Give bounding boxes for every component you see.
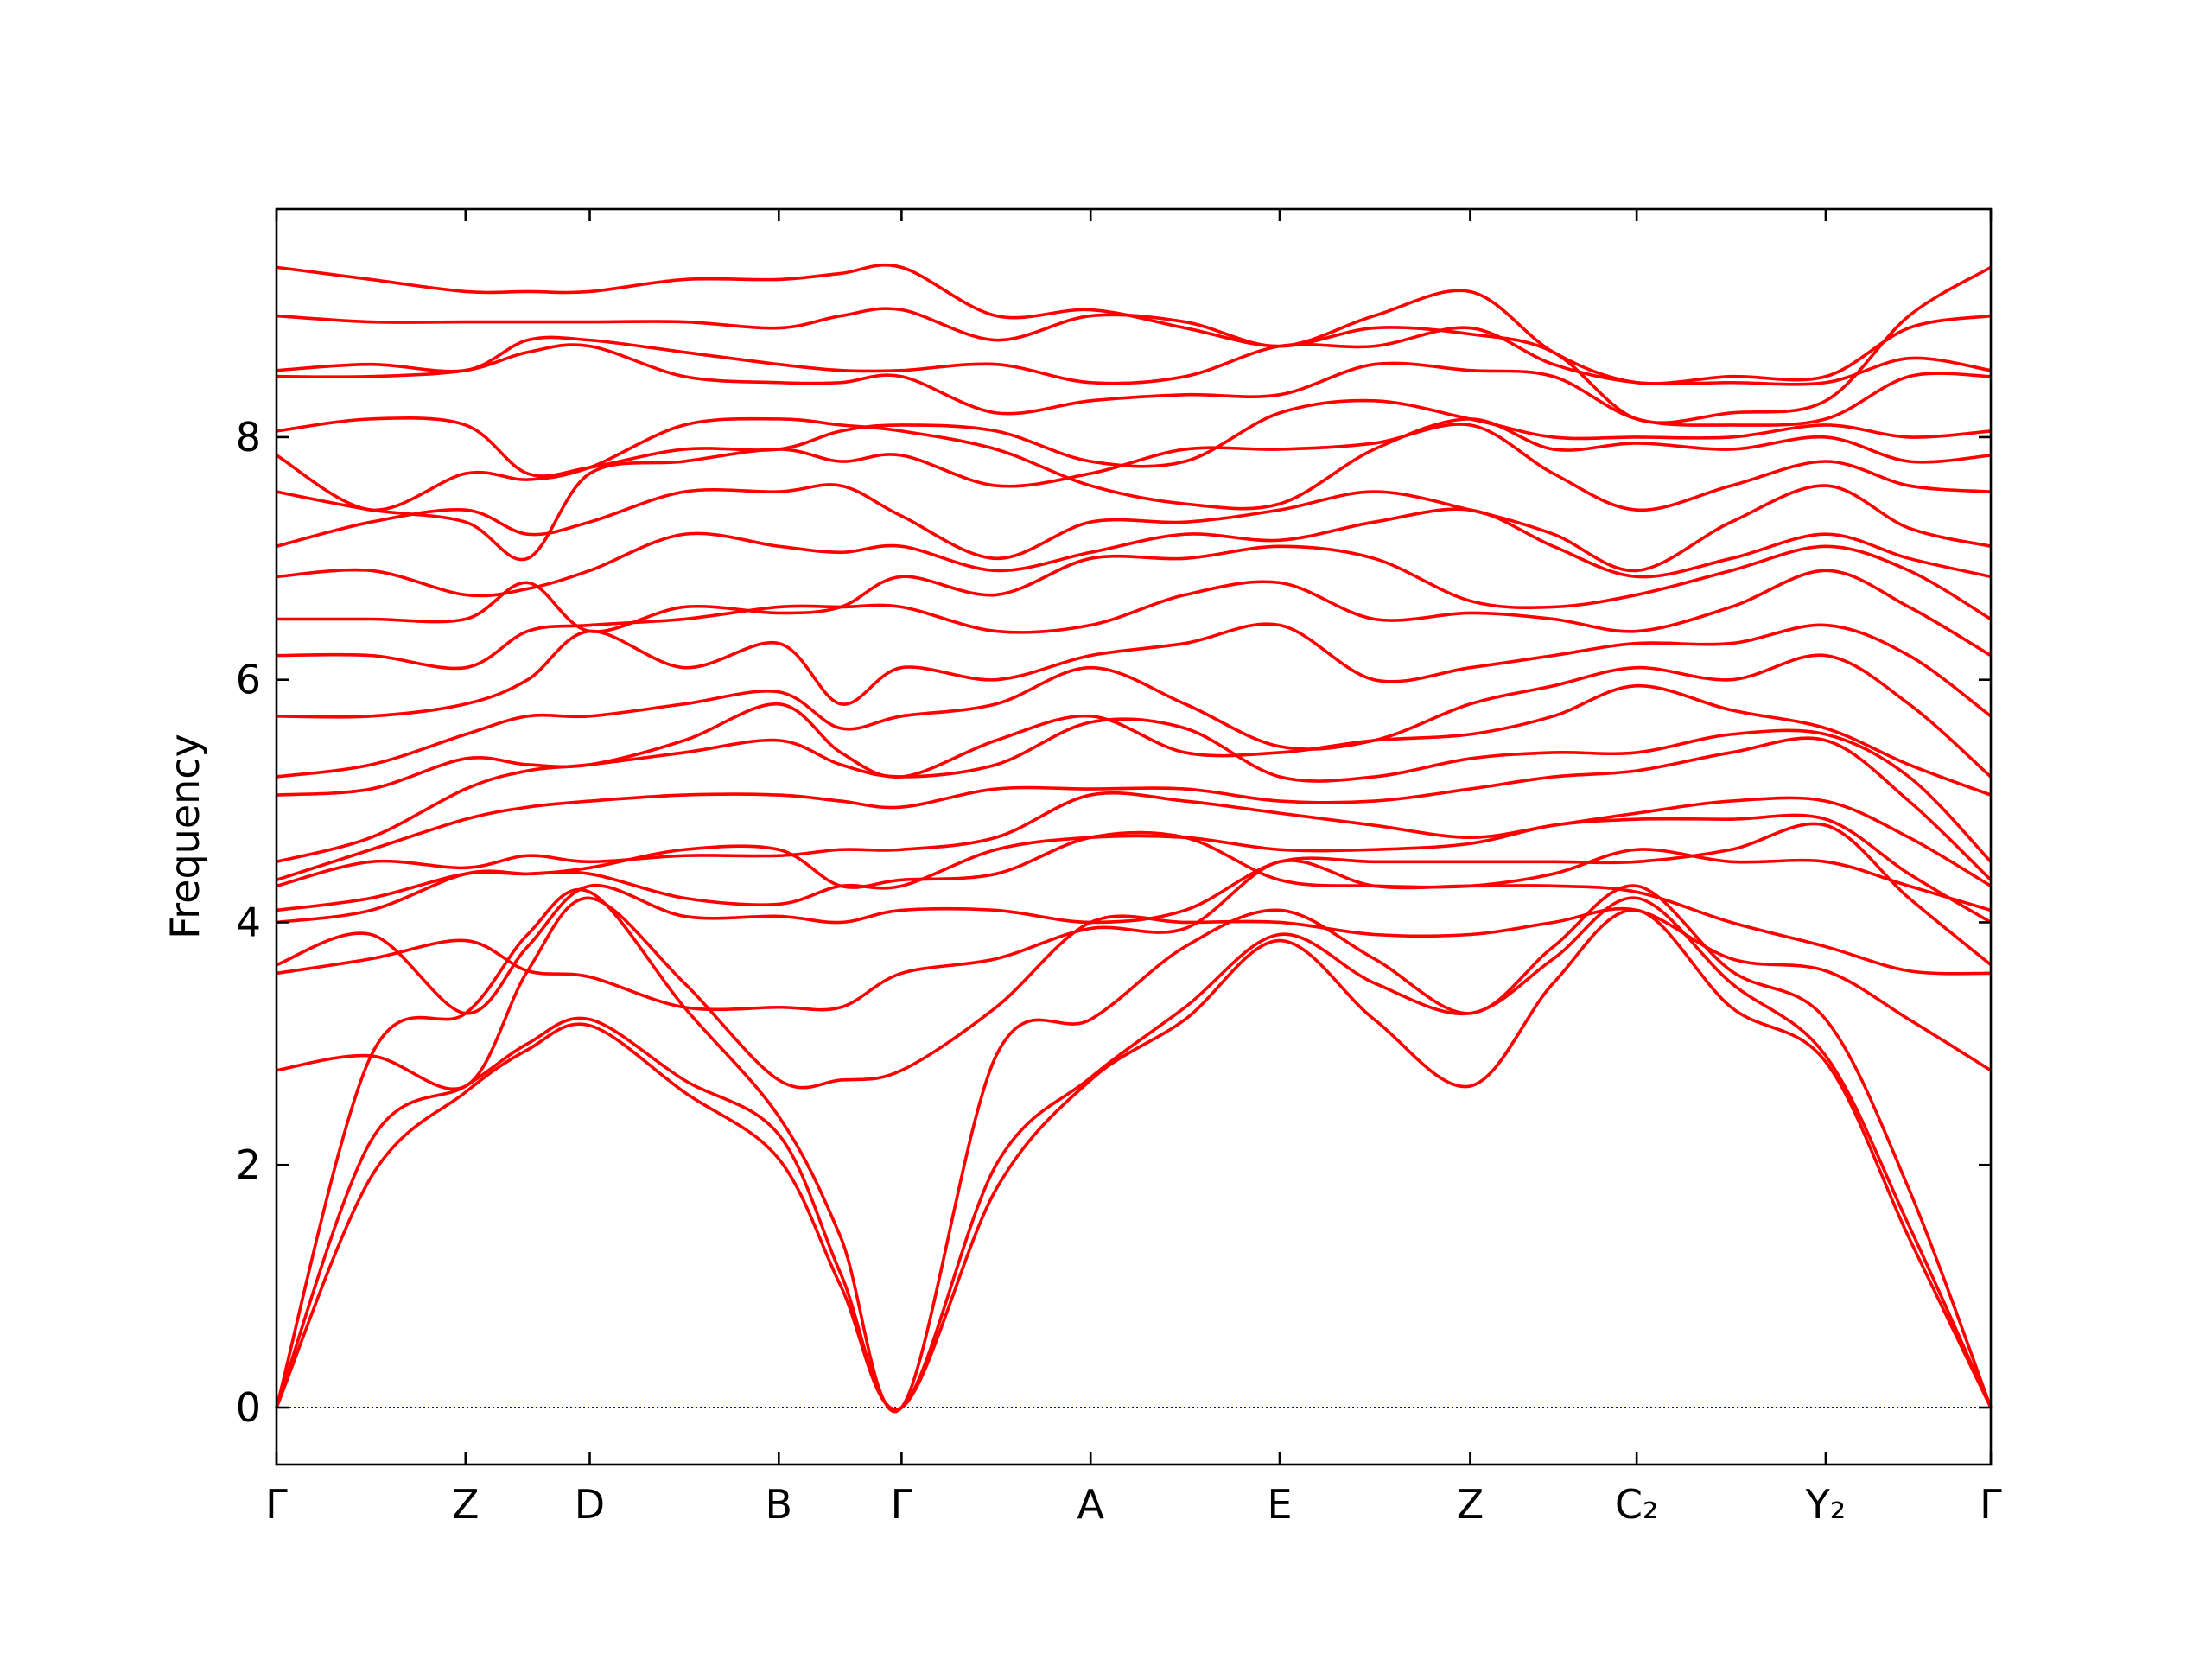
band-line	[275, 884, 1993, 1413]
y-tick-label: 2	[236, 1141, 261, 1188]
y-tick-label: 6	[236, 657, 261, 703]
x-tick-label: A	[1077, 1481, 1104, 1528]
band-line	[276, 830, 1992, 912]
band-line	[276, 736, 1993, 882]
x-tick-label: Y₂	[1805, 1481, 1847, 1528]
band-line	[276, 683, 1992, 797]
band-line	[276, 622, 1993, 719]
band-line	[276, 507, 1992, 598]
band-line	[275, 896, 1993, 1412]
y-axis-label: Frequency	[162, 734, 208, 939]
x-tick-label: Γ	[1980, 1481, 2002, 1528]
x-tick-label: C₂	[1615, 1481, 1659, 1528]
band-line	[276, 398, 1992, 478]
band-line	[276, 653, 1993, 779]
band-line	[276, 423, 1992, 562]
band-line	[276, 569, 1992, 671]
x-tick-label: Z	[452, 1481, 480, 1528]
band-line	[276, 822, 1993, 1015]
y-tick-label: 8	[236, 414, 261, 461]
band-line	[276, 717, 1993, 864]
band-line	[276, 896, 1992, 1091]
band-line	[276, 263, 1992, 425]
band-line	[276, 859, 1992, 1012]
x-tick-label: D	[575, 1481, 605, 1528]
x-tick-label: Γ	[265, 1481, 288, 1528]
band-line	[276, 289, 1992, 385]
y-tick-label: 0	[236, 1384, 261, 1431]
band-line	[276, 544, 1992, 633]
x-tick-label: Γ	[891, 1481, 913, 1528]
band-line	[276, 483, 1992, 573]
x-tick-label: Z	[1457, 1481, 1484, 1528]
x-tick-label: B	[766, 1481, 793, 1528]
y-tick-label: 4	[236, 899, 261, 945]
plot-frame	[275, 207, 1993, 1466]
band-line	[276, 416, 1992, 512]
band-line	[276, 343, 1992, 427]
band-line	[275, 908, 1993, 1411]
x-tick-label: E	[1267, 1481, 1292, 1528]
band-line	[276, 791, 1992, 888]
band-line	[276, 326, 1992, 386]
